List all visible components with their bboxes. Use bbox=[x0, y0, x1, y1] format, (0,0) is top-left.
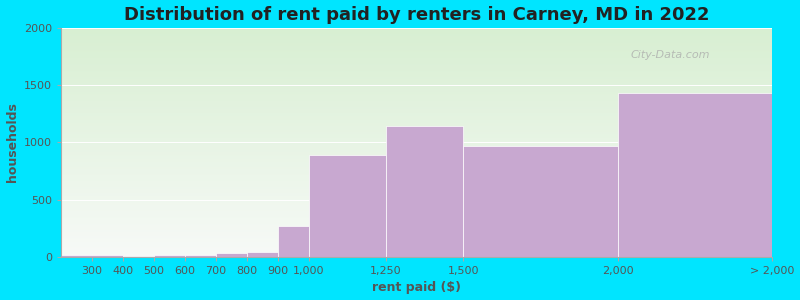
Text: City-Data.com: City-Data.com bbox=[630, 50, 710, 60]
Title: Distribution of rent paid by renters in Carney, MD in 2022: Distribution of rent paid by renters in … bbox=[124, 6, 710, 24]
Bar bbox=[185, 255, 216, 257]
X-axis label: rent paid ($): rent paid ($) bbox=[372, 281, 462, 294]
Bar bbox=[618, 93, 772, 257]
Bar bbox=[246, 252, 278, 257]
Bar bbox=[154, 255, 185, 257]
Bar bbox=[309, 155, 386, 257]
Bar bbox=[62, 255, 123, 257]
Y-axis label: households: households bbox=[6, 102, 18, 182]
Bar bbox=[463, 146, 618, 257]
Bar bbox=[386, 126, 463, 257]
Bar bbox=[123, 256, 154, 257]
Bar bbox=[216, 254, 246, 257]
Bar bbox=[278, 226, 309, 257]
